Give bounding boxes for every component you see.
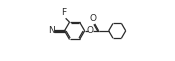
Text: O: O <box>90 14 97 23</box>
Text: F: F <box>61 8 66 17</box>
Text: N: N <box>48 26 55 35</box>
Text: O: O <box>87 26 94 35</box>
